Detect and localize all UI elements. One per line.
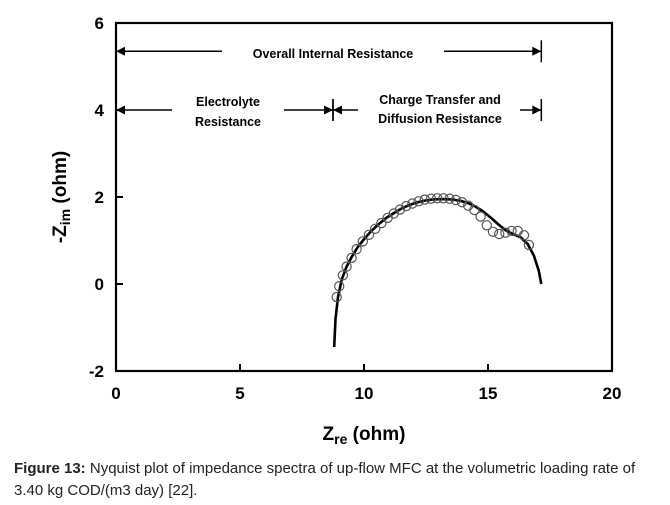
data-point <box>331 291 342 303</box>
caption-label: Figure 13: <box>14 460 86 477</box>
y-tick-label: -2 <box>89 362 104 381</box>
x-tick-label: 15 <box>479 384 498 403</box>
data-point <box>419 194 430 205</box>
plot-frame <box>114 21 614 373</box>
y-axis-title: -Zim (ohm) <box>50 151 73 243</box>
data-point <box>357 236 368 247</box>
arrow-overall <box>115 40 543 63</box>
data-point <box>506 225 517 237</box>
data-point <box>334 281 345 292</box>
caption-text: Nyquist plot of impedance spectra of up-… <box>14 460 636 499</box>
series-layer <box>331 193 543 348</box>
data-point <box>475 211 486 222</box>
x-tick-label: 5 <box>235 384 244 403</box>
fit-line <box>332 197 543 348</box>
data-point <box>500 227 511 238</box>
data-point <box>376 217 387 229</box>
x-axis-title: Zre (ohm) <box>323 424 406 447</box>
annotation-charge-transfer-label: Diffusion Resistance <box>378 112 502 126</box>
data-point <box>456 196 468 208</box>
data-point <box>394 204 406 215</box>
tick-marks <box>115 22 613 372</box>
data-point <box>494 228 505 240</box>
data-point <box>425 193 437 204</box>
data-point <box>523 239 535 251</box>
arrow-head-left <box>333 105 342 115</box>
data-point <box>432 193 443 204</box>
data-point <box>487 226 499 237</box>
y-tick-label: 0 <box>95 275 104 294</box>
x-tick-label: 20 <box>603 384 622 403</box>
annotation-overall-label: Overall Internal Resistance <box>253 47 414 61</box>
data-point <box>438 193 449 204</box>
data-point <box>450 194 461 206</box>
data-point <box>469 204 480 216</box>
x-tick-label: 0 <box>111 384 120 403</box>
arrow-head-right <box>324 105 333 115</box>
annotation-electrolyte-label: Resistance <box>195 115 261 129</box>
data-point <box>351 243 362 255</box>
data-point <box>413 196 424 207</box>
arrow-charge-transfer <box>332 99 543 121</box>
annotation-charge-transfer-label: Charge Transfer and <box>379 93 501 107</box>
arrow-head-left <box>116 46 125 56</box>
y-tick-label: 4 <box>95 101 105 120</box>
data-point <box>370 223 381 234</box>
y-tick-label: 6 <box>95 14 104 33</box>
data-point <box>481 220 492 231</box>
data-point <box>341 261 352 272</box>
data-point <box>518 230 530 241</box>
data-point <box>407 198 418 209</box>
data-point <box>337 270 349 281</box>
annotation-layer: Overall Internal Resistance Electrolyte … <box>115 40 543 129</box>
arrow-head-right <box>532 105 542 115</box>
data-point <box>401 200 412 212</box>
data-point <box>512 225 524 237</box>
nyquist-chart: -2 0 2 4 6 0 5 10 15 20 Zre (ohm) -Zim (… <box>50 14 622 447</box>
figure-caption: Figure 13: Nyquist plot of impedance spe… <box>14 458 664 502</box>
annotation-electrolyte-label: Electrolyte <box>196 95 260 109</box>
data-point <box>363 229 375 240</box>
y-tick-label: 2 <box>95 188 104 207</box>
data-point <box>444 193 455 204</box>
x-tick-label: 10 <box>355 384 374 403</box>
data-point <box>346 252 357 264</box>
arrow-head-right <box>532 46 542 56</box>
